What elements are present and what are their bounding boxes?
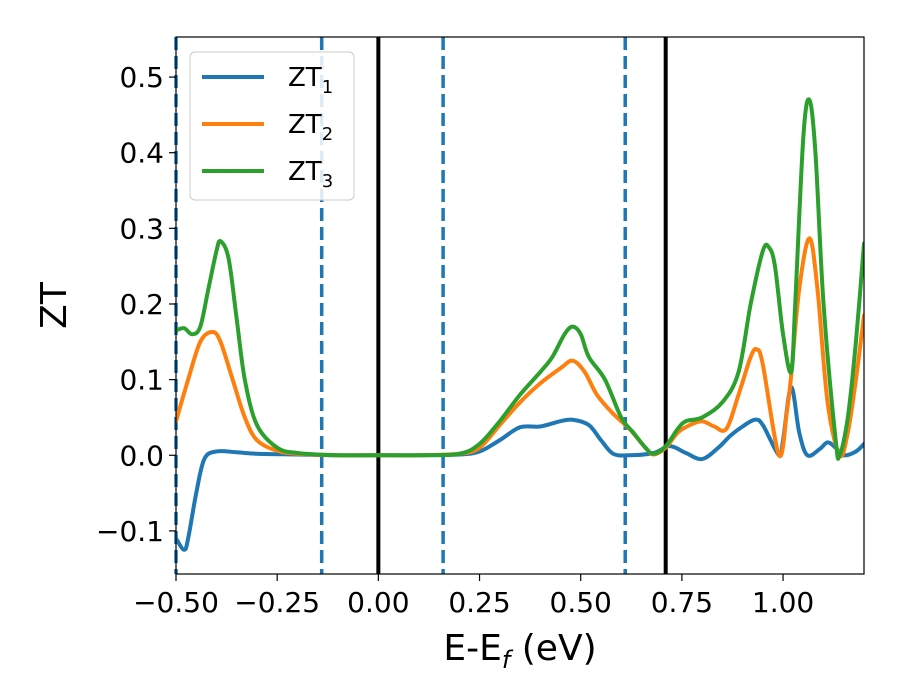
plot-frame (175, 36, 865, 575)
x-tick-label: 0.25 (448, 586, 510, 619)
y-tick-label: 0.1 (119, 364, 164, 397)
x-axis-label-unit: (eV) (510, 628, 596, 669)
x-axis-label-main: E-E (443, 628, 501, 669)
y-tick-label: 0.3 (119, 212, 164, 245)
legend-label-zt1: ZT1 (288, 63, 333, 98)
y-tick-label: 0.0 (119, 439, 164, 472)
y-axis-ticks: −0.1 0.0 0.1 0.2 0.3 0.4 0.5 (96, 61, 176, 548)
y-tick-label: 0.5 (119, 61, 164, 94)
series-line-zt1 (176, 385, 864, 552)
x-axis-label: E-Ef (eV) (443, 628, 596, 674)
x-tick-label: 0.50 (550, 586, 612, 619)
y-tick-label: 0.2 (119, 288, 164, 321)
x-axis-ticks: −0.50 −0.25 0.00 0.25 0.50 0.75 1.00 (133, 574, 814, 619)
x-tick-label: −0.50 (133, 586, 219, 619)
y-tick-label: 0.4 (119, 137, 164, 170)
plot-series (176, 97, 864, 552)
legend-label-main: ZT (288, 110, 322, 140)
legend-label-zt2: ZT2 (288, 110, 333, 145)
legend-label-main: ZT (288, 157, 322, 187)
x-tick-label: 1.00 (752, 586, 814, 619)
legend-box (189, 51, 355, 201)
x-tick-label: 0.75 (651, 586, 713, 619)
x-tick-label: −0.25 (234, 586, 320, 619)
y-axis-label: ZT (34, 281, 75, 329)
legend-label-subscript: 1 (322, 77, 333, 98)
legend-label-subscript: 2 (322, 124, 333, 145)
legend-label-main: ZT (288, 63, 322, 93)
x-tick-label: 0.00 (347, 586, 409, 619)
series-line-zt3 (176, 97, 864, 461)
legend-label-subscript: 3 (322, 171, 333, 192)
y-tick-label: −0.1 (96, 515, 164, 548)
legend-label-zt3: ZT3 (288, 157, 333, 192)
